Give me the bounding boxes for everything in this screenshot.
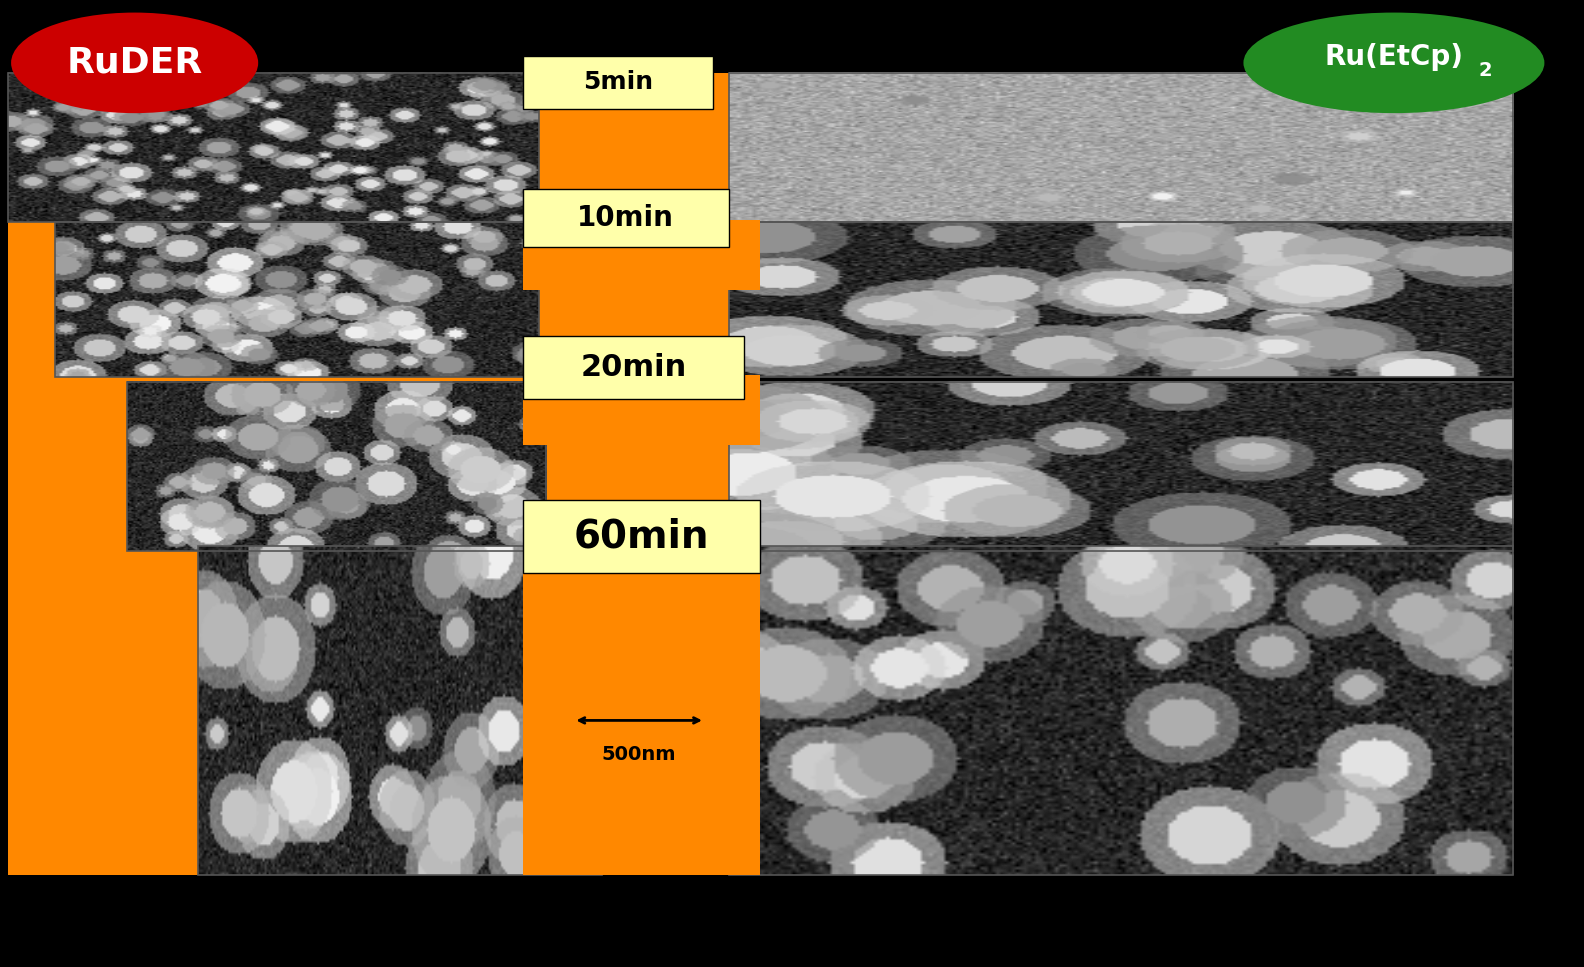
Text: 500nm: 500nm [602,745,676,764]
Text: W: W [6,372,40,401]
Bar [523,540,760,609]
Bar [523,73,729,875]
FancyBboxPatch shape [523,55,713,108]
Bar [8,73,539,222]
Text: 2: 2 [1479,61,1492,80]
Ellipse shape [1243,13,1544,113]
Bar [729,542,1513,875]
Bar [729,222,1513,377]
Text: 60min: 60min [573,517,710,556]
FancyBboxPatch shape [523,500,760,572]
Text: RuDER: RuDER [67,45,203,80]
Bar [729,546,1513,875]
Bar [523,220,760,290]
Text: 10min: 10min [577,204,675,231]
FancyBboxPatch shape [523,336,744,398]
Text: 20min: 20min [580,353,687,382]
Bar [198,546,602,875]
Bar [127,382,546,551]
Ellipse shape [11,13,258,113]
Polygon shape [8,73,523,875]
FancyBboxPatch shape [523,189,729,247]
Text: 5min: 5min [583,71,653,94]
Bar [729,382,1513,551]
Bar [55,222,539,377]
Bar [523,375,760,445]
Text: Ru(EtCp): Ru(EtCp) [1324,44,1464,71]
Bar [729,73,1513,222]
Bar [523,542,760,875]
